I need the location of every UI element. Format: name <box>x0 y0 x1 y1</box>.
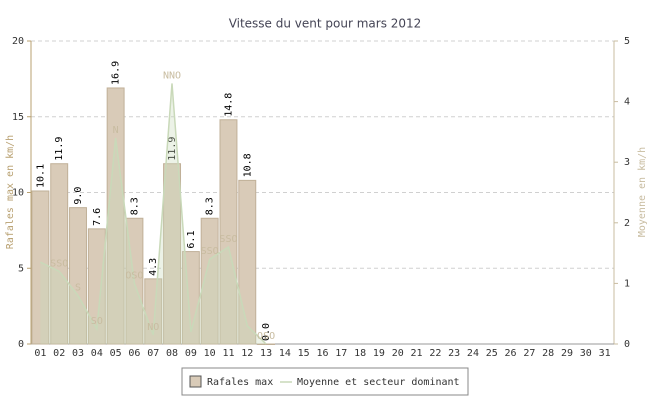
bar <box>257 343 276 345</box>
x-tick-label: 29 <box>561 348 573 359</box>
bar <box>238 179 257 345</box>
y-tick-label: 15 <box>12 112 24 123</box>
data-label: 4.3 <box>148 258 159 276</box>
y2-tick-label: 0 <box>624 339 630 350</box>
direction-label: NNO <box>163 70 181 81</box>
x-tick-label: 31 <box>599 348 611 359</box>
x-tick-label: 27 <box>523 348 535 359</box>
y2-tick-label: 5 <box>624 36 630 47</box>
x-tick-label: 04 <box>91 348 103 359</box>
bar <box>87 228 106 345</box>
x-tick-label: 16 <box>316 348 328 359</box>
data-label: 9.0 <box>73 187 84 205</box>
x-tick-label: 01 <box>34 348 46 359</box>
data-label: 11.9 <box>167 137 178 161</box>
direction-label: S <box>75 283 81 294</box>
legend-label: Moyenne et secteur dominant <box>297 377 460 388</box>
x-tick-label: 06 <box>128 348 140 359</box>
direction-label: OSO <box>257 331 275 342</box>
bar <box>31 190 50 345</box>
x-tick-label: 08 <box>166 348 178 359</box>
average-line <box>40 83 267 345</box>
direction-label: N <box>113 125 119 136</box>
y-tick-label: 5 <box>18 263 24 274</box>
x-tick-label: 13 <box>260 348 272 359</box>
x-tick-label: 17 <box>335 348 347 359</box>
data-label: 10.1 <box>35 164 46 188</box>
x-tick-label: 03 <box>72 348 84 359</box>
data-label: 11.9 <box>54 137 65 161</box>
x-tick-label: 25 <box>486 348 498 359</box>
data-label: 8.3 <box>205 197 216 215</box>
x-tick-label: 12 <box>241 348 253 359</box>
x-tick-label: 09 <box>185 348 197 359</box>
direction-label: SSO <box>219 234 237 245</box>
data-label: 0.0 <box>261 323 272 341</box>
bar <box>219 119 238 345</box>
y-tick-label: 0 <box>18 339 24 350</box>
legend-label: Rafales max <box>207 377 273 388</box>
data-label: 14.8 <box>223 93 234 117</box>
y2-tick-label: 3 <box>624 157 630 168</box>
bar <box>50 163 69 345</box>
y-tick-label: 20 <box>12 36 24 47</box>
x-tick-label: 30 <box>580 348 592 359</box>
legend-swatch <box>189 375 202 388</box>
x-tick-label: 22 <box>429 348 441 359</box>
data-label: 7.6 <box>92 208 103 226</box>
legend-box <box>181 367 469 396</box>
y2-tick-label: 4 <box>624 97 630 108</box>
x-tick-label: 14 <box>279 348 291 359</box>
bar <box>69 207 87 345</box>
direction-label: SSO <box>50 258 68 269</box>
data-label: 6.1 <box>186 231 197 249</box>
x-tick-label: 23 <box>448 348 460 359</box>
y2-tick-label: 2 <box>624 218 630 229</box>
direction-label: OSO <box>125 270 143 281</box>
chart-title: Vitesse du vent pour mars 2012 <box>229 17 422 31</box>
x-tick-label: 05 <box>110 348 122 359</box>
x-tick-label: 10 <box>204 348 216 359</box>
x-tick-label: 26 <box>505 348 517 359</box>
x-tick-label: 18 <box>354 348 366 359</box>
data-label: 10.8 <box>242 153 253 177</box>
x-tick-label: 02 <box>53 348 65 359</box>
x-tick-label: 19 <box>373 348 385 359</box>
x-tick-label: 11 <box>222 348 234 359</box>
x-tick-label: 21 <box>411 348 423 359</box>
average-area <box>40 83 267 345</box>
y2-tick-label: 1 <box>624 278 630 289</box>
direction-label: SSO <box>201 246 219 257</box>
y-axis-label: Rafales max en km/h <box>5 135 16 249</box>
x-tick-label: 20 <box>392 348 404 359</box>
y-tick-label: 10 <box>12 188 24 199</box>
x-tick-label: 28 <box>542 348 554 359</box>
x-tick-label: 24 <box>467 348 479 359</box>
y2-axis-label: Moyenne en km/h <box>637 147 648 237</box>
x-tick-label: 07 <box>147 348 159 359</box>
bar <box>106 87 125 345</box>
x-tick-label: 15 <box>298 348 310 359</box>
data-label: 16.9 <box>111 61 122 85</box>
direction-label: NO <box>147 322 159 333</box>
data-label: 8.3 <box>129 197 140 215</box>
direction-label: SO <box>91 316 103 327</box>
bar <box>200 217 219 345</box>
bar <box>163 163 182 345</box>
